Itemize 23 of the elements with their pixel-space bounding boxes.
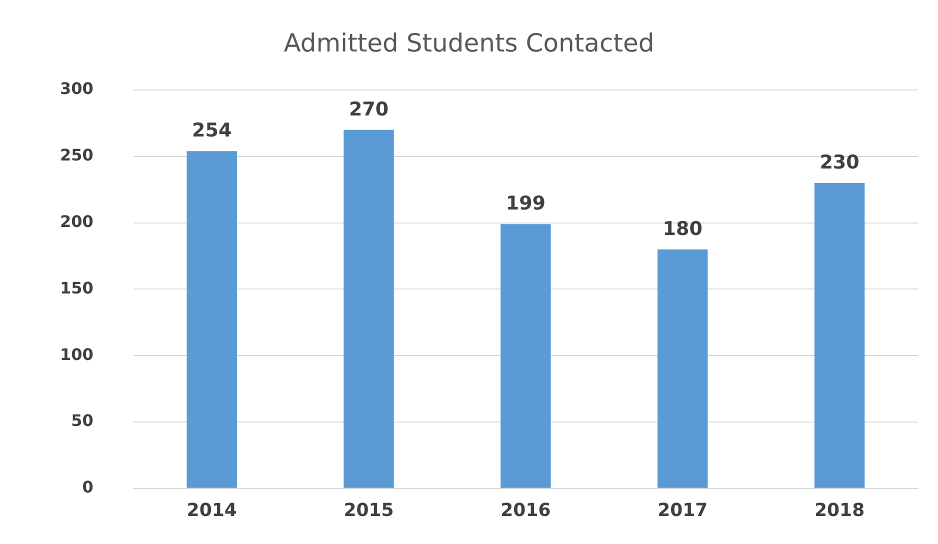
y-tick-label: 100	[60, 344, 94, 364]
x-tick-label: 2017	[658, 500, 708, 521]
bar	[344, 130, 394, 488]
y-tick-label: 150	[60, 278, 94, 298]
y-tick-label: 250	[60, 146, 94, 165]
bar	[500, 224, 551, 488]
x-tick-label: 2018	[814, 500, 865, 521]
data-label: 230	[820, 151, 860, 174]
data-label: 270	[348, 98, 389, 120]
y-tick-label: 300	[60, 79, 94, 98]
x-tick-label: 2014	[186, 500, 237, 521]
data-label: 199	[506, 192, 546, 215]
data-label: 180	[662, 218, 702, 240]
y-tick-label: 50	[71, 411, 94, 430]
x-tick-label: 2016	[500, 500, 551, 521]
bar	[186, 151, 237, 488]
y-tick-label: 200	[60, 212, 94, 231]
x-tick-label: 2015	[344, 500, 394, 521]
chart-title: Admitted Students Contacted	[284, 28, 654, 58]
data-label: 254	[192, 120, 232, 142]
bar	[814, 182, 865, 488]
bar	[658, 249, 708, 488]
y-tick-label: 0	[82, 478, 94, 497]
